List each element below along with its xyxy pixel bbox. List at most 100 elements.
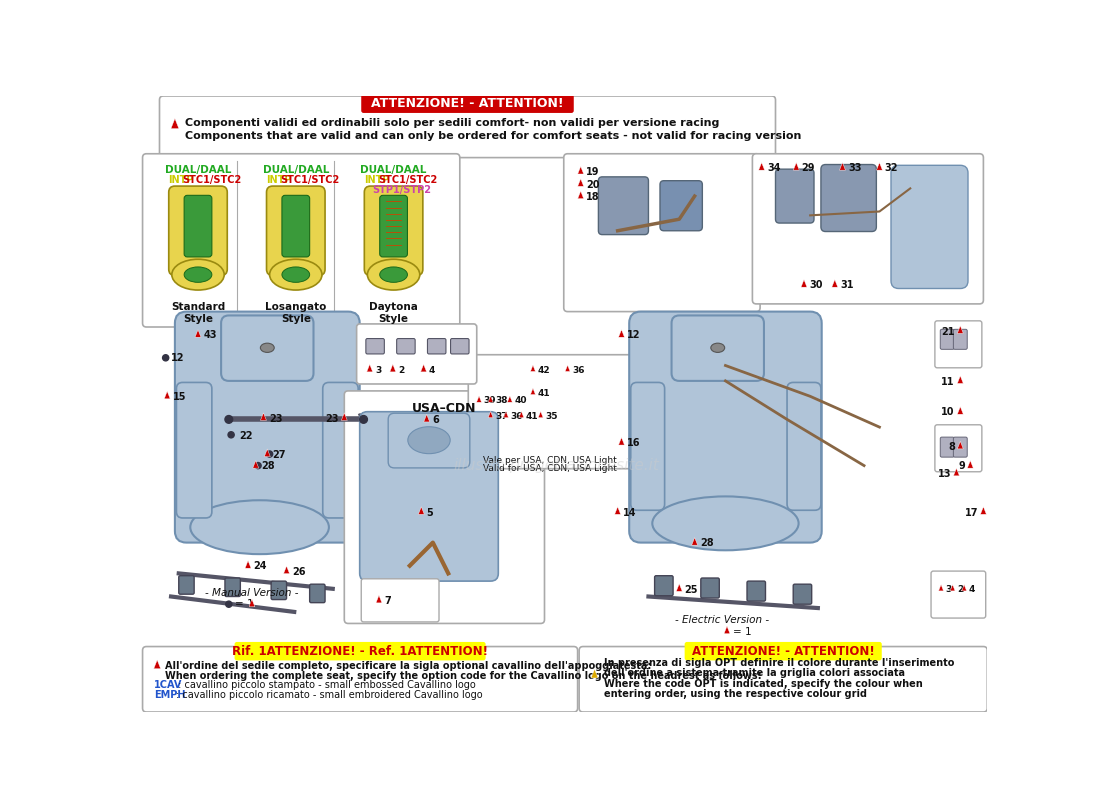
Text: All'ordine del sedile completo, specificare la sigla optional cavallino dell'app: All'ordine del sedile completo, specific…: [165, 661, 651, 670]
Text: 21: 21: [942, 326, 955, 337]
Text: DUAL/DAAL: DUAL/DAAL: [165, 166, 231, 175]
Polygon shape: [615, 506, 620, 514]
Ellipse shape: [408, 426, 450, 454]
Polygon shape: [284, 566, 289, 574]
Polygon shape: [476, 396, 482, 402]
Polygon shape: [519, 411, 524, 418]
Polygon shape: [504, 411, 508, 418]
FancyBboxPatch shape: [366, 338, 384, 354]
Text: USA–CDN: USA–CDN: [412, 402, 476, 415]
Text: 31: 31: [840, 281, 854, 290]
Text: 41: 41: [526, 412, 539, 421]
FancyBboxPatch shape: [940, 437, 954, 457]
Text: Losangato
Style: Losangato Style: [265, 302, 327, 324]
Polygon shape: [578, 191, 584, 198]
FancyBboxPatch shape: [793, 584, 812, 604]
Text: 23: 23: [268, 414, 283, 424]
FancyBboxPatch shape: [935, 425, 982, 472]
FancyBboxPatch shape: [701, 578, 719, 598]
Ellipse shape: [367, 259, 420, 290]
Text: STC1/STC2: STC1/STC2: [280, 174, 339, 185]
Polygon shape: [938, 585, 944, 591]
FancyBboxPatch shape: [361, 94, 574, 113]
Polygon shape: [618, 330, 625, 338]
Polygon shape: [530, 365, 536, 371]
Text: 10: 10: [942, 407, 955, 418]
Text: : cavallino piccolo stampato - small embossed Cavallino logo: : cavallino piccolo stampato - small emb…: [175, 680, 475, 690]
Text: 25: 25: [684, 585, 699, 594]
Polygon shape: [424, 414, 430, 422]
FancyBboxPatch shape: [160, 96, 775, 158]
FancyBboxPatch shape: [282, 195, 310, 257]
Polygon shape: [676, 584, 682, 591]
Text: STC1/STC2: STC1/STC2: [377, 174, 437, 185]
Text: Rif. 1ATTENZIONE! - Ref. 1ATTENTION!: Rif. 1ATTENZIONE! - Ref. 1ATTENTION!: [232, 645, 488, 658]
Text: 36: 36: [572, 366, 585, 374]
Text: 24: 24: [253, 562, 267, 571]
FancyBboxPatch shape: [221, 315, 314, 381]
Text: - Electric Version -: - Electric Version -: [674, 614, 769, 625]
Text: 16: 16: [627, 438, 640, 448]
Polygon shape: [389, 364, 396, 372]
Text: = 1: = 1: [235, 599, 254, 610]
Text: 8: 8: [948, 442, 955, 452]
Text: 20: 20: [586, 179, 600, 190]
FancyBboxPatch shape: [752, 154, 983, 304]
FancyBboxPatch shape: [271, 581, 286, 599]
Text: 18: 18: [586, 192, 600, 202]
FancyBboxPatch shape: [891, 166, 968, 289]
Text: 33: 33: [848, 163, 861, 174]
Text: INTP: INTP: [266, 174, 292, 185]
FancyBboxPatch shape: [322, 382, 359, 518]
Polygon shape: [261, 413, 266, 421]
FancyBboxPatch shape: [143, 646, 578, 712]
Ellipse shape: [282, 267, 310, 282]
Polygon shape: [154, 660, 161, 669]
Text: Daytona
Style: Daytona Style: [370, 302, 418, 324]
Text: Vale per USA, CDN, USA Light: Vale per USA, CDN, USA Light: [483, 456, 617, 466]
FancyBboxPatch shape: [143, 154, 460, 327]
Polygon shape: [957, 406, 964, 414]
Text: ATTENZIONE! - ATTENTION!: ATTENZIONE! - ATTENTION!: [692, 645, 874, 658]
FancyBboxPatch shape: [671, 315, 763, 381]
FancyBboxPatch shape: [344, 391, 544, 623]
FancyBboxPatch shape: [940, 330, 954, 350]
Polygon shape: [418, 506, 425, 514]
Ellipse shape: [172, 259, 224, 290]
Polygon shape: [961, 585, 967, 591]
Polygon shape: [578, 166, 584, 174]
Text: Valid for USA, CDN, USA Light: Valid for USA, CDN, USA Light: [483, 464, 617, 473]
FancyBboxPatch shape: [954, 330, 967, 350]
Polygon shape: [839, 162, 846, 170]
FancyBboxPatch shape: [935, 321, 982, 368]
FancyBboxPatch shape: [360, 412, 498, 581]
Text: 35: 35: [546, 412, 558, 421]
Polygon shape: [877, 162, 882, 170]
Polygon shape: [957, 376, 964, 383]
Ellipse shape: [184, 267, 212, 282]
FancyBboxPatch shape: [821, 165, 877, 231]
FancyBboxPatch shape: [178, 576, 195, 594]
Polygon shape: [954, 468, 959, 476]
Text: 12: 12: [172, 353, 185, 363]
Polygon shape: [170, 118, 179, 129]
Text: 40: 40: [515, 397, 527, 406]
Circle shape: [226, 415, 233, 423]
Text: illustro.progettazionesite.it: illustro.progettazionesite.it: [453, 458, 659, 473]
Polygon shape: [366, 364, 373, 372]
Polygon shape: [195, 330, 201, 338]
Polygon shape: [507, 396, 513, 402]
Text: DUAL/DAAL: DUAL/DAAL: [263, 166, 329, 175]
Text: 23: 23: [326, 414, 339, 424]
Text: Where the code OPT is indicated, specify the colour when: Where the code OPT is indicated, specify…: [604, 678, 923, 689]
Circle shape: [360, 415, 367, 423]
Text: 28: 28: [261, 462, 275, 471]
FancyBboxPatch shape: [630, 382, 664, 510]
FancyBboxPatch shape: [168, 186, 228, 275]
Text: STC1/STC2: STC1/STC2: [183, 174, 242, 185]
Polygon shape: [249, 599, 255, 606]
Polygon shape: [950, 585, 955, 591]
FancyBboxPatch shape: [397, 338, 415, 354]
Polygon shape: [967, 461, 974, 468]
Polygon shape: [488, 411, 493, 418]
